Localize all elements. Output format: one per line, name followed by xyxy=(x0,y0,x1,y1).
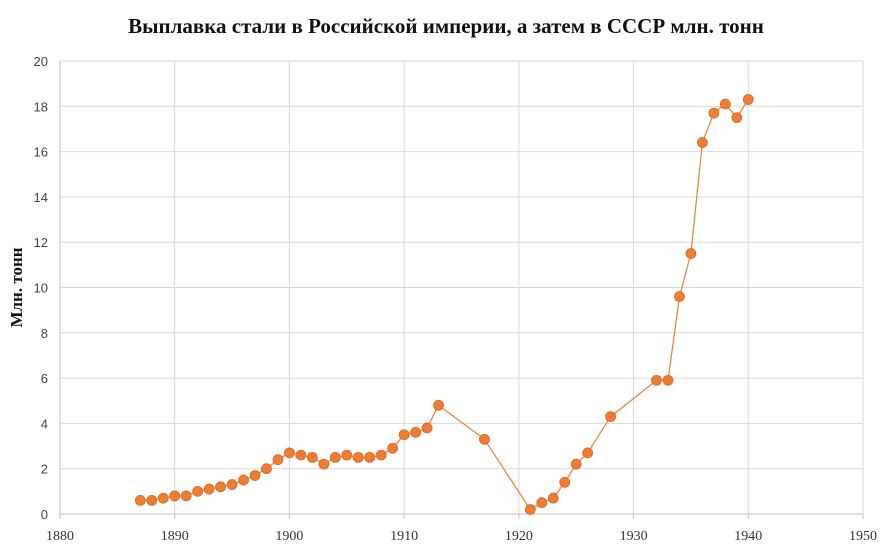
data-point xyxy=(146,495,158,506)
data-point xyxy=(238,474,249,486)
data-point xyxy=(157,492,169,504)
y-tick-label: 6 xyxy=(41,371,48,386)
x-tick-label: 1950 xyxy=(849,529,877,544)
data-point xyxy=(524,504,536,515)
y-tick-label: 16 xyxy=(34,145,48,160)
y-tick-label: 18 xyxy=(34,99,48,114)
data-point xyxy=(387,442,399,454)
data-points xyxy=(134,94,754,515)
gridlines xyxy=(60,60,864,514)
data-point xyxy=(352,451,364,463)
x-tick-label: 1940 xyxy=(734,529,762,544)
y-tick-label: 2 xyxy=(41,462,48,477)
data-point xyxy=(203,483,215,495)
data-point xyxy=(479,433,490,445)
data-point xyxy=(410,427,422,438)
axes: 0 2 4 6 8 10 12 14 16 18 20 1880 1890 1900 1910 1920 193… xyxy=(34,54,877,544)
data-point xyxy=(731,112,743,124)
data-point xyxy=(134,495,146,506)
data-point xyxy=(295,449,307,461)
y-tick-label: 20 xyxy=(34,54,48,69)
data-point xyxy=(421,422,433,434)
data-point xyxy=(249,470,261,481)
data-point xyxy=(192,485,204,497)
y-tick-label: 4 xyxy=(41,416,48,431)
data-point xyxy=(662,374,674,386)
y-tick-label: 8 xyxy=(41,326,48,341)
data-point xyxy=(742,94,754,105)
data-point xyxy=(364,451,376,463)
data-point xyxy=(169,490,181,502)
data-point xyxy=(536,497,548,509)
data-point xyxy=(685,248,697,259)
x-tick-label: 1890 xyxy=(161,529,189,544)
data-point xyxy=(433,399,444,411)
x-tick-label: 1900 xyxy=(275,529,303,544)
data-point xyxy=(547,492,559,504)
data-point xyxy=(318,458,330,470)
data-point xyxy=(582,447,594,459)
data-point xyxy=(215,481,227,493)
data-point xyxy=(306,451,318,463)
chart-title: Выплавка стали в Российской империи, а з… xyxy=(128,14,764,38)
data-point xyxy=(180,490,192,502)
y-tick-label: 14 xyxy=(34,190,48,205)
data-point xyxy=(329,451,341,463)
data-point xyxy=(284,447,295,459)
x-tick-label: 1880 xyxy=(46,529,74,544)
data-point xyxy=(605,411,617,423)
data-point xyxy=(719,98,731,110)
y-tick-label: 0 xyxy=(41,507,48,522)
data-point xyxy=(674,291,685,302)
data-point xyxy=(559,476,571,488)
data-point xyxy=(341,449,353,461)
series-line xyxy=(140,99,749,511)
y-tick-label: 12 xyxy=(34,235,48,250)
x-tick-label: 1920 xyxy=(505,529,533,544)
data-point xyxy=(708,107,720,119)
data-point xyxy=(226,479,238,490)
y-axis-label: Млн. тонн xyxy=(7,247,26,327)
data-point xyxy=(651,374,662,386)
data-point xyxy=(261,463,272,475)
data-point xyxy=(272,454,284,466)
data-point xyxy=(570,458,582,470)
data-point xyxy=(697,137,708,148)
x-tick-label: 1910 xyxy=(390,529,418,544)
data-point xyxy=(398,429,410,441)
x-tick-label: 1930 xyxy=(620,529,648,544)
data-point xyxy=(375,449,387,461)
steel-output-series xyxy=(140,99,749,511)
y-tick-label: 10 xyxy=(34,281,48,296)
